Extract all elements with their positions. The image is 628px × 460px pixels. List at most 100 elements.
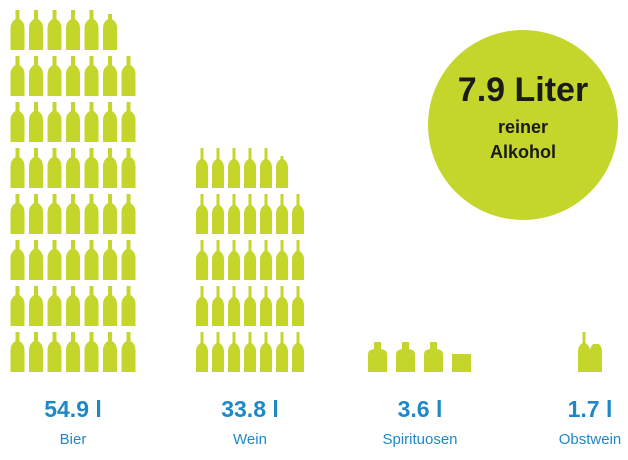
bottle [103, 332, 117, 372]
annotation-circle [428, 30, 618, 220]
bottle [103, 286, 117, 326]
bottle [244, 332, 256, 372]
bottle [276, 194, 288, 234]
bottle [29, 194, 43, 234]
bottle [84, 148, 99, 188]
bottle [29, 286, 43, 326]
bottle [368, 342, 387, 372]
bottle [228, 240, 240, 280]
bottle [10, 10, 25, 50]
annotation-line: Alkohol [490, 142, 556, 162]
bottle [29, 148, 43, 188]
bottle [212, 148, 224, 188]
annotation-title: 7.9 Liter [458, 71, 588, 109]
bottle [590, 344, 602, 372]
bottle [228, 148, 240, 188]
bottle [196, 194, 208, 234]
bottle [66, 102, 80, 142]
bottle [121, 194, 136, 234]
bottle [212, 194, 224, 234]
bottle [29, 240, 43, 280]
value-label: 1.7 l [568, 396, 613, 422]
bottle [121, 286, 136, 326]
category-label: Obstwein [559, 431, 622, 448]
bottle [47, 102, 62, 142]
bottle [452, 354, 471, 372]
bottle [228, 194, 240, 234]
bottle [292, 332, 304, 372]
bottle [84, 286, 99, 326]
bottle [578, 332, 590, 372]
bottle [66, 56, 80, 96]
bottle [103, 102, 117, 142]
bottle [66, 148, 80, 188]
bottle [212, 286, 224, 326]
bottle [196, 286, 208, 326]
bottle [260, 286, 272, 326]
bottle [47, 332, 62, 372]
bottle [66, 286, 80, 326]
category-label: Wein [233, 431, 267, 448]
bottle [47, 194, 62, 234]
bottle [84, 102, 99, 142]
bottle [84, 56, 99, 96]
bottle [196, 332, 208, 372]
bottle [121, 56, 136, 96]
bottle [29, 332, 43, 372]
category-label: Bier [60, 431, 87, 448]
bottle [10, 102, 25, 142]
bottle [212, 332, 224, 372]
bottle [276, 156, 288, 188]
bottle [121, 102, 136, 142]
bottle [47, 56, 62, 96]
bottle [10, 56, 25, 96]
bottle [292, 240, 304, 280]
value-label: 33.8 l [221, 396, 279, 422]
bottle [121, 332, 136, 372]
bottle [47, 240, 62, 280]
bottle [276, 332, 288, 372]
bottle [103, 240, 117, 280]
bottle [424, 342, 443, 372]
bottle [196, 240, 208, 280]
bottle [196, 148, 208, 188]
bottle [103, 56, 117, 96]
value-label: 54.9 l [44, 396, 102, 422]
bottle [260, 148, 272, 188]
bottle [228, 332, 240, 372]
bottle [66, 10, 80, 50]
bottle [121, 148, 136, 188]
value-label: 3.6 l [398, 396, 443, 422]
bottle [66, 240, 80, 280]
bottle [244, 240, 256, 280]
bottle [292, 286, 304, 326]
bottle [47, 148, 62, 188]
bottle [260, 194, 272, 234]
bottle [103, 194, 117, 234]
bottle [10, 286, 25, 326]
bottle [29, 10, 43, 50]
bottle [292, 194, 304, 234]
bottle [47, 10, 62, 50]
bottle [10, 148, 25, 188]
bottle [103, 148, 117, 188]
bottle [10, 332, 25, 372]
bottle [244, 148, 256, 188]
bottle [228, 286, 240, 326]
bottle [260, 332, 272, 372]
bottle [260, 240, 272, 280]
bottle [276, 240, 288, 280]
bottle [10, 194, 25, 234]
bottle [47, 286, 62, 326]
bottle [244, 286, 256, 326]
bottle [121, 240, 136, 280]
bottle [84, 10, 99, 50]
bottle [212, 240, 224, 280]
bottle [244, 194, 256, 234]
annotation-line: reiner [498, 117, 548, 137]
bottle [276, 286, 288, 326]
bottle [103, 14, 117, 50]
bottle [84, 332, 99, 372]
